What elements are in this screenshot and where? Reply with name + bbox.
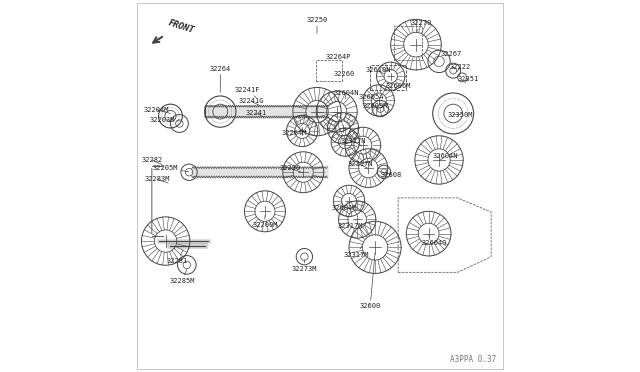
Text: 32230: 32230 bbox=[280, 165, 303, 173]
Text: 32604N: 32604N bbox=[333, 90, 359, 99]
Text: 32317N: 32317N bbox=[348, 161, 373, 168]
Text: 32264M: 32264M bbox=[282, 129, 307, 136]
Text: A3PPA 0.37: A3PPA 0.37 bbox=[451, 355, 497, 364]
Text: 32204M: 32204M bbox=[143, 107, 170, 113]
Text: 32605A: 32605A bbox=[358, 94, 384, 101]
Text: 32203M: 32203M bbox=[149, 117, 179, 123]
Text: 32317N: 32317N bbox=[340, 138, 366, 146]
Text: 32270: 32270 bbox=[410, 20, 432, 32]
Text: 32241: 32241 bbox=[245, 110, 267, 117]
Text: 32264: 32264 bbox=[210, 66, 231, 92]
Text: 32317M: 32317M bbox=[338, 220, 364, 229]
Text: 32222: 32222 bbox=[450, 64, 471, 72]
Text: 32604M: 32604M bbox=[332, 202, 357, 211]
Text: 32267: 32267 bbox=[440, 51, 461, 60]
Text: 32283M: 32283M bbox=[144, 176, 170, 183]
Text: FRONT: FRONT bbox=[168, 19, 196, 35]
Text: 32205M: 32205M bbox=[153, 165, 189, 172]
Text: 32260: 32260 bbox=[333, 71, 355, 81]
Text: 32273M: 32273M bbox=[292, 260, 317, 272]
Text: 32285M: 32285M bbox=[170, 270, 195, 284]
Text: 32350M: 32350M bbox=[448, 112, 474, 118]
Text: 32604N: 32604N bbox=[433, 153, 458, 161]
Text: 32282: 32282 bbox=[141, 157, 163, 164]
Text: 32264P: 32264P bbox=[326, 54, 351, 62]
Text: 32600: 32600 bbox=[360, 253, 381, 309]
Text: 32606M: 32606M bbox=[385, 83, 411, 90]
Text: 32317M: 32317M bbox=[344, 246, 369, 258]
Text: 32608: 32608 bbox=[381, 172, 402, 178]
Text: 32241G: 32241G bbox=[239, 98, 264, 106]
Text: 32610N: 32610N bbox=[366, 67, 392, 75]
Text: 32250: 32250 bbox=[307, 17, 328, 33]
Text: 32200M: 32200M bbox=[252, 216, 278, 228]
Text: 32609M: 32609M bbox=[362, 103, 388, 109]
Text: 32351: 32351 bbox=[458, 76, 479, 83]
Text: 32604Q: 32604Q bbox=[422, 235, 447, 246]
Text: 32241F: 32241F bbox=[235, 87, 260, 97]
Text: 32281: 32281 bbox=[166, 250, 188, 264]
